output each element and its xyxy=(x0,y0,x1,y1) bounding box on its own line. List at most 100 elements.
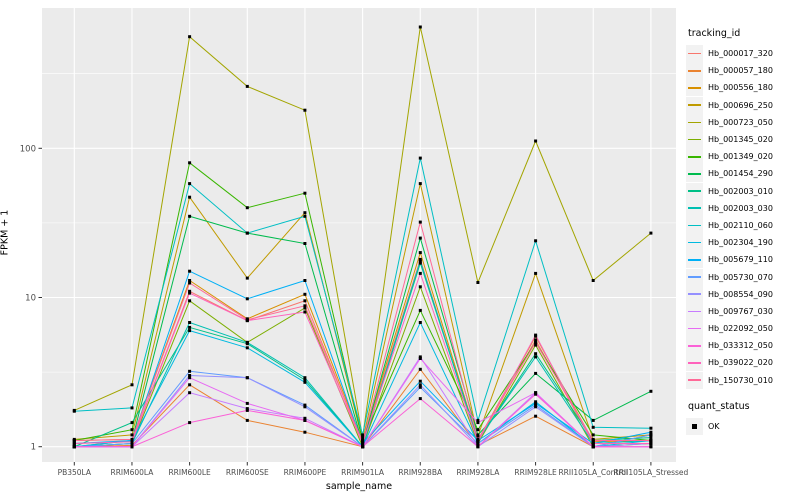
data-point xyxy=(534,343,538,347)
legend-item: Hb_001349_020 xyxy=(686,148,798,166)
series-color-line-icon xyxy=(688,207,701,210)
series-color-line-icon xyxy=(688,155,701,158)
x-tick-label: RRIM928BA xyxy=(398,468,443,477)
legend-key xyxy=(686,62,703,80)
data-point xyxy=(188,325,192,329)
x-tick-label: RRIM600PE xyxy=(284,468,327,477)
series-color-line-icon xyxy=(688,190,701,192)
data-point xyxy=(361,442,365,445)
x-tick-label: RRIM928LA xyxy=(456,468,500,477)
legend-item-label: Hb_005730_070 xyxy=(708,272,773,282)
series-color-line-icon xyxy=(688,138,701,141)
legend-key xyxy=(686,234,703,252)
legend-item-label: Hb_001345_020 xyxy=(708,135,773,145)
legend-item-label: Hb_000696_250 xyxy=(708,100,773,110)
data-point xyxy=(418,355,422,359)
legend-item: Hb_002304_190 xyxy=(686,234,798,252)
data-point xyxy=(245,401,249,405)
legend-item: Hb_033312_050 xyxy=(686,337,798,355)
data-point xyxy=(130,428,134,432)
legend-key xyxy=(686,199,703,217)
legend-key xyxy=(686,354,703,372)
series-color-line-icon xyxy=(688,362,701,364)
data-point xyxy=(188,299,192,303)
axis-ticks xyxy=(38,147,652,466)
data-point xyxy=(649,436,653,440)
data-point xyxy=(418,182,422,186)
y-tick-label: 10 xyxy=(25,294,36,304)
legend-key xyxy=(686,302,703,320)
data-point xyxy=(476,437,480,441)
data-point xyxy=(303,108,307,112)
y-tick-label: 1 xyxy=(31,443,36,453)
series-color-line-icon xyxy=(688,121,701,124)
data-point xyxy=(72,442,76,445)
data-point xyxy=(534,401,538,405)
data-point xyxy=(188,279,192,282)
data-point xyxy=(188,391,192,395)
data-point xyxy=(418,271,422,275)
data-point xyxy=(245,206,249,210)
data-point xyxy=(418,308,422,312)
data-point xyxy=(130,445,134,449)
data-point xyxy=(649,433,653,437)
data-point xyxy=(534,405,538,409)
series-color-line-icon xyxy=(688,259,701,261)
data-point xyxy=(188,329,192,333)
legend-key xyxy=(686,371,703,389)
data-point xyxy=(361,445,365,449)
legend-item: Hb_000723_050 xyxy=(686,113,798,131)
data-point xyxy=(476,442,480,445)
data-point xyxy=(534,352,538,356)
legend-key xyxy=(686,148,703,166)
legend-item: Hb_000017_320 xyxy=(686,45,798,63)
legend-key xyxy=(686,113,703,131)
data-point xyxy=(188,281,192,285)
legend-item-label: Hb_009767_030 xyxy=(708,306,773,316)
data-point xyxy=(188,421,192,425)
series-color-line-icon xyxy=(688,327,701,330)
data-point xyxy=(534,392,538,396)
x-tick-label: RRII105LA_Stressed xyxy=(613,468,688,477)
data-point xyxy=(534,239,538,243)
legend-item: Hb_000057_180 xyxy=(686,62,798,80)
data-point xyxy=(418,285,422,289)
data-point xyxy=(188,214,192,218)
data-point xyxy=(418,261,422,265)
series-color-line-icon xyxy=(688,344,701,347)
data-point xyxy=(476,433,480,437)
legend-item: Hb_022092_050 xyxy=(686,320,798,338)
legend-item: Hb_002003_010 xyxy=(686,182,798,200)
legend-quant-status: quant_status OK xyxy=(686,401,798,435)
data-point xyxy=(418,156,422,160)
data-point xyxy=(188,182,192,186)
legend-item: Hb_000696_250 xyxy=(686,96,798,114)
legend-item-label: Hb_039022_020 xyxy=(708,358,773,368)
x-tick-label: RRIM928LE xyxy=(514,468,557,477)
data-point xyxy=(130,437,134,441)
data-point xyxy=(303,191,307,195)
data-point xyxy=(476,445,480,449)
data-point xyxy=(303,292,307,296)
data-point xyxy=(476,281,480,284)
data-point xyxy=(534,340,538,344)
data-point xyxy=(649,426,653,430)
legend-item: Hb_008554_090 xyxy=(686,285,798,303)
series-color-line-icon xyxy=(688,310,701,313)
data-point xyxy=(476,418,480,422)
data-point xyxy=(72,409,76,413)
series-color-line-icon xyxy=(688,379,701,381)
data-point xyxy=(418,367,422,371)
data-point xyxy=(130,440,134,444)
legend-item-label: Hb_000556_180 xyxy=(708,83,773,93)
data-point xyxy=(361,433,365,437)
legend-item: Hb_002003_030 xyxy=(686,199,798,217)
legend-item-label: Hb_002003_010 xyxy=(708,186,773,196)
data-point xyxy=(534,355,538,359)
data-point xyxy=(188,35,192,39)
data-point xyxy=(303,279,307,282)
data-point xyxy=(245,231,249,235)
data-point xyxy=(303,242,307,245)
legend-item-ok: OK xyxy=(686,417,798,435)
legend-title-quant-status: quant_status xyxy=(688,400,750,412)
